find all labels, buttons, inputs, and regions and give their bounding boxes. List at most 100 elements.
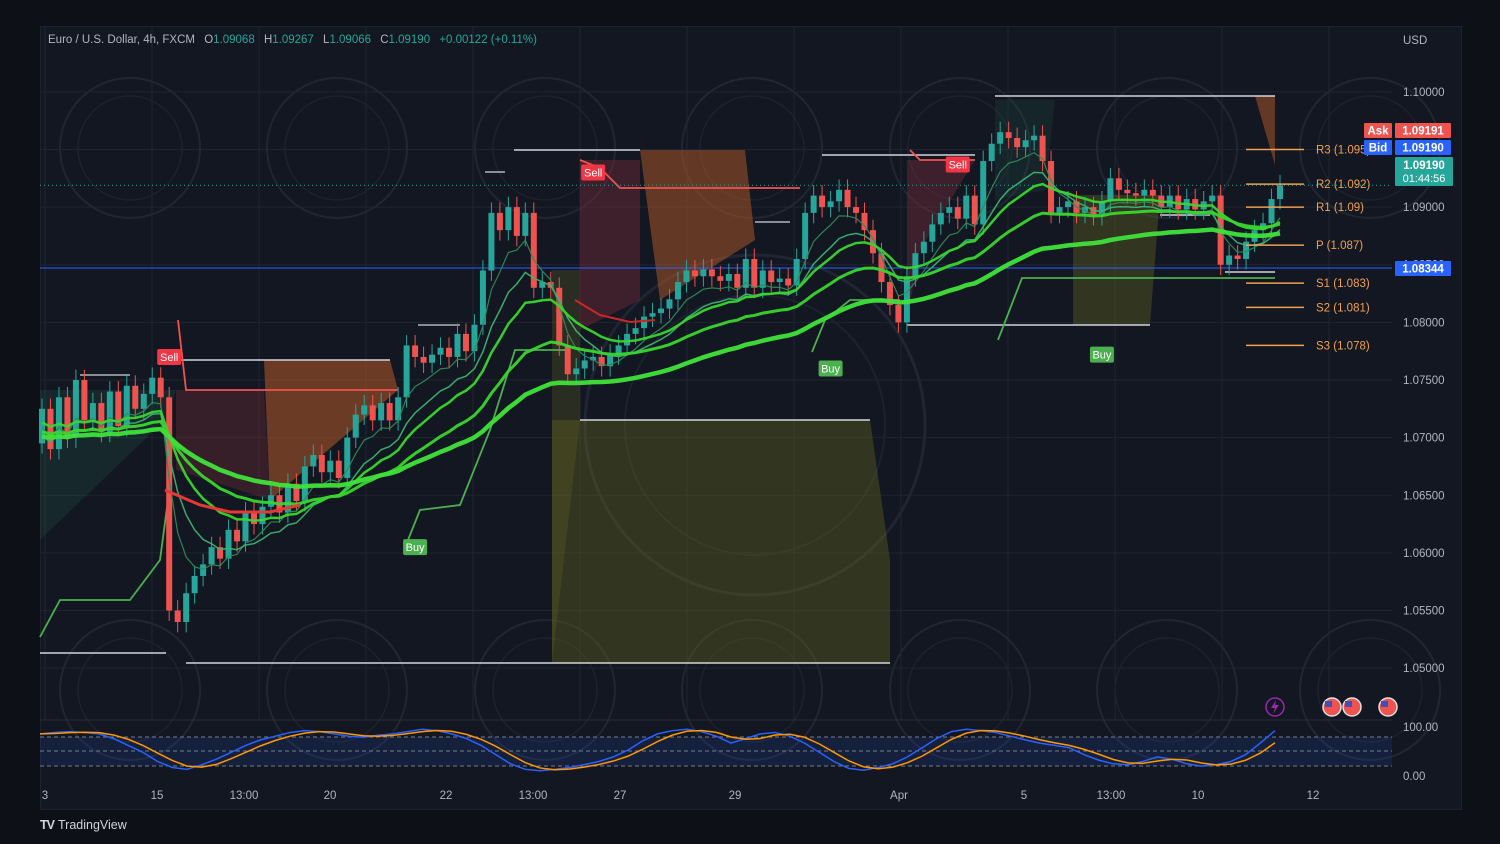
pivot-level: R1 (1.09) — [1246, 202, 1364, 214]
candle — [369, 394, 376, 431]
candle — [115, 381, 122, 437]
watermark-icon — [492, 637, 598, 743]
candle-body — [878, 253, 885, 283]
candle — [1098, 190, 1105, 226]
candle-body — [590, 356, 597, 361]
candle-body — [649, 313, 656, 317]
candle — [522, 202, 529, 247]
sell-trail-line — [579, 159, 800, 189]
candle-body — [785, 278, 792, 286]
range-fill — [995, 100, 1055, 200]
candle-body — [89, 403, 96, 421]
candle-body — [106, 391, 113, 432]
time-tick: Apr — [890, 790, 908, 802]
candle-body — [768, 270, 775, 283]
candle — [395, 386, 402, 431]
candle-body — [759, 270, 766, 288]
price-tick: 1.05500 — [1403, 606, 1445, 618]
lightning-icon — [1265, 697, 1285, 717]
candle — [836, 179, 843, 212]
candle — [1022, 129, 1029, 158]
candle-body — [793, 258, 800, 286]
open-label: O — [204, 34, 214, 46]
candle-body — [827, 201, 834, 208]
candle-body — [217, 547, 224, 559]
candle-body — [505, 207, 512, 231]
candle — [971, 185, 978, 235]
sell-signal[interactable]: Sell — [157, 348, 182, 365]
candle-body — [929, 224, 936, 242]
range-fill — [580, 160, 640, 330]
candle — [564, 335, 571, 385]
candle-body — [208, 547, 215, 565]
sell-signal[interactable]: Sell — [581, 164, 606, 181]
buy-signal[interactable]: Buy — [818, 360, 843, 377]
ema-line-1 — [41, 171, 1281, 551]
candle-body — [1031, 135, 1038, 141]
candle-body — [488, 212, 495, 271]
price-tick: 1.07500 — [1403, 375, 1445, 387]
candle — [581, 350, 588, 379]
pivot-label: R2 (1.092) — [1316, 179, 1371, 191]
symbol-header[interactable]: Euro / U.S. Dollar, 4h, FXCM O1.09068 H1… — [48, 34, 537, 46]
candle-body — [1234, 255, 1241, 259]
watermark-icon — [889, 619, 1031, 761]
candle — [751, 248, 758, 299]
candle-body — [446, 347, 453, 357]
candle — [683, 260, 690, 293]
candle-body — [1141, 189, 1148, 196]
candle-body — [853, 207, 860, 213]
tradingview-logo[interactable]: TV TradingView — [40, 818, 127, 832]
candle-body — [1039, 135, 1046, 162]
last-price-text: 1.09190 — [1403, 160, 1445, 172]
range-fill — [552, 270, 580, 663]
candle-body — [691, 270, 698, 277]
time-tick: 20 — [324, 790, 337, 802]
watermark-icon — [1096, 77, 1238, 219]
candle-body — [1226, 255, 1233, 265]
candle-body — [971, 195, 978, 225]
candle — [39, 398, 45, 454]
candle-body — [47, 408, 54, 450]
watermark-icon — [699, 637, 805, 743]
candle-body — [802, 212, 809, 259]
watermark-icon — [474, 77, 616, 219]
candle — [1005, 121, 1012, 149]
time-tick: 13:00 — [1097, 790, 1126, 802]
candle-body — [513, 207, 520, 236]
ema-bear-segment — [164, 488, 301, 514]
candle-body — [327, 460, 334, 473]
candle — [1132, 182, 1139, 206]
candle — [963, 185, 970, 230]
price-tick: 1.05000 — [1403, 663, 1445, 675]
candle-body — [683, 270, 690, 283]
candle — [988, 133, 995, 172]
candle — [776, 268, 783, 293]
candle-body — [997, 132, 1004, 144]
candle-body — [776, 278, 783, 283]
candle-body — [1014, 137, 1021, 148]
candle-body — [895, 305, 902, 323]
watermark-icon — [1317, 637, 1423, 743]
candle-body — [471, 324, 478, 352]
candle — [352, 404, 359, 448]
candle — [479, 260, 486, 336]
buy-signal[interactable]: Buy — [1089, 346, 1114, 363]
candle-body — [318, 454, 325, 473]
candle — [1039, 125, 1046, 172]
candle — [819, 185, 826, 218]
candle-body — [954, 207, 961, 219]
candle-body — [980, 161, 987, 225]
candle-body — [403, 345, 410, 398]
bid-price-text: 1.09190 — [1402, 143, 1444, 155]
time-tick: 3 — [42, 790, 48, 802]
candle-body — [1277, 185, 1283, 200]
buy-signal[interactable]: Buy — [403, 539, 428, 556]
candle — [378, 392, 385, 431]
candle-body — [920, 241, 927, 254]
sell-signal[interactable]: Sell — [945, 156, 970, 173]
buy-trail-line — [407, 349, 570, 541]
candle — [310, 444, 317, 477]
time-tick: 5 — [1021, 790, 1027, 802]
